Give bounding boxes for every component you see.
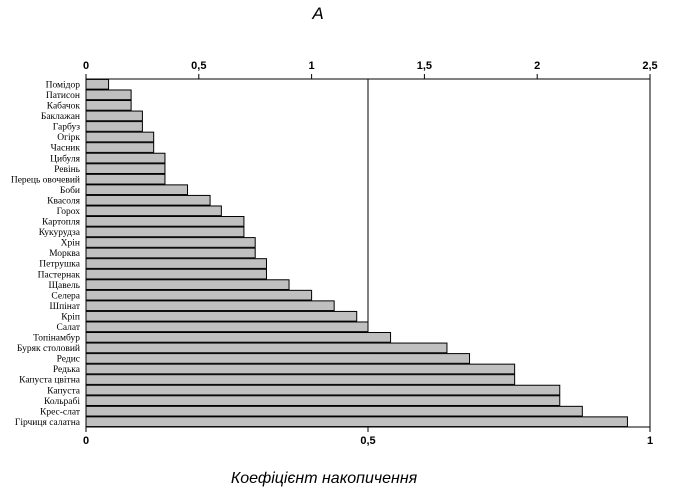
bar bbox=[85, 89, 132, 101]
bar bbox=[85, 310, 358, 322]
category-label: Селера bbox=[51, 291, 80, 301]
category-label: Боби bbox=[60, 185, 80, 196]
category-label: Петрушка bbox=[39, 260, 81, 270]
category-label: Кабачок bbox=[47, 101, 81, 112]
bar bbox=[85, 300, 335, 312]
category-label: Часник bbox=[51, 144, 81, 154]
bar bbox=[85, 405, 583, 417]
category-label: Редис bbox=[57, 355, 80, 365]
x-tick-label: 1 bbox=[647, 435, 653, 447]
bar bbox=[85, 184, 189, 196]
x-tick-label: 0,5 bbox=[360, 435, 375, 447]
category-label: Ревінь bbox=[54, 165, 81, 175]
bar bbox=[85, 416, 628, 428]
bar bbox=[85, 173, 166, 185]
category-label: Квасоля bbox=[47, 196, 80, 206]
bar bbox=[85, 194, 211, 206]
top-tick-label: 1,5 bbox=[417, 60, 432, 72]
category-label: Кріп bbox=[61, 312, 80, 322]
bar bbox=[85, 216, 245, 227]
bar bbox=[85, 205, 222, 217]
category-label: Щавель bbox=[48, 281, 80, 291]
bar bbox=[85, 247, 256, 259]
bar bbox=[85, 121, 143, 132]
top-tick-label: 0 bbox=[83, 60, 89, 72]
x-axis-title: Коефіцієнт накопичення bbox=[230, 470, 418, 487]
bar bbox=[85, 78, 110, 90]
category-label: Гірчиця салатна bbox=[15, 418, 81, 428]
category-label: Хрін bbox=[61, 239, 80, 249]
category-label: Баклажан bbox=[41, 112, 80, 122]
top-tick-label: 2,5 bbox=[642, 60, 657, 72]
category-label: Перець овочевий bbox=[11, 174, 80, 185]
category-label: Редька bbox=[53, 365, 81, 375]
bar bbox=[85, 131, 155, 143]
bar bbox=[85, 353, 471, 364]
category-label: Патисон bbox=[46, 91, 80, 101]
category-label: Картопля bbox=[42, 218, 81, 228]
bar bbox=[85, 268, 267, 280]
top-tick-label: 2 bbox=[534, 60, 540, 72]
bar bbox=[85, 152, 166, 164]
bar bbox=[85, 258, 267, 269]
bar bbox=[85, 110, 143, 122]
category-label: Пастернак bbox=[38, 270, 81, 280]
panel-label: А bbox=[312, 4, 324, 23]
category-label: Горох bbox=[57, 207, 81, 217]
bar bbox=[85, 142, 155, 153]
bar bbox=[85, 100, 132, 111]
bar bbox=[85, 332, 392, 343]
category-label: Помідор bbox=[46, 80, 81, 90]
x-tick-label: 0 bbox=[83, 435, 89, 447]
bar bbox=[85, 279, 290, 290]
bar bbox=[85, 384, 561, 396]
bar bbox=[85, 237, 256, 248]
bar bbox=[85, 289, 313, 301]
category-label: Морква bbox=[49, 249, 81, 259]
bar bbox=[85, 226, 245, 238]
category-label: Капуста цвітна bbox=[19, 376, 81, 386]
top-tick-label: 0,5 bbox=[191, 60, 206, 72]
bar bbox=[85, 163, 166, 174]
category-label: Топінамбур bbox=[33, 333, 80, 344]
category-label: Кукурудза bbox=[39, 228, 81, 238]
category-label: Шпінат bbox=[49, 302, 80, 312]
bar bbox=[85, 342, 448, 354]
bar bbox=[85, 395, 561, 406]
top-tick-label: 1 bbox=[309, 60, 315, 72]
category-label: Салат bbox=[57, 323, 81, 333]
category-label: Цибуля bbox=[50, 153, 80, 164]
category-label: Крес-слат bbox=[40, 407, 81, 417]
category-label: Кольрабі bbox=[44, 396, 80, 407]
category-label: Огірк bbox=[57, 133, 80, 143]
bar bbox=[85, 374, 516, 385]
bar bbox=[85, 321, 369, 333]
category-label: Буряк столовий bbox=[17, 343, 80, 354]
bar bbox=[85, 363, 516, 375]
category-label: Гарбуз bbox=[53, 122, 80, 133]
category-label: Капуста bbox=[47, 386, 81, 396]
